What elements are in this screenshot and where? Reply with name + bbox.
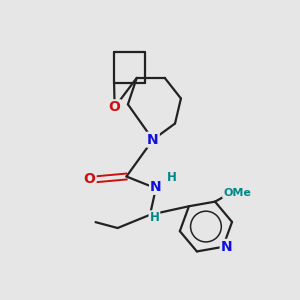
Text: O: O (84, 172, 96, 186)
Text: H: H (167, 172, 177, 184)
Text: OMe: OMe (223, 188, 251, 198)
Text: N: N (147, 133, 159, 147)
Text: O: O (109, 100, 121, 114)
Text: N: N (221, 240, 232, 254)
Text: N: N (150, 180, 162, 194)
Text: H: H (149, 211, 159, 224)
